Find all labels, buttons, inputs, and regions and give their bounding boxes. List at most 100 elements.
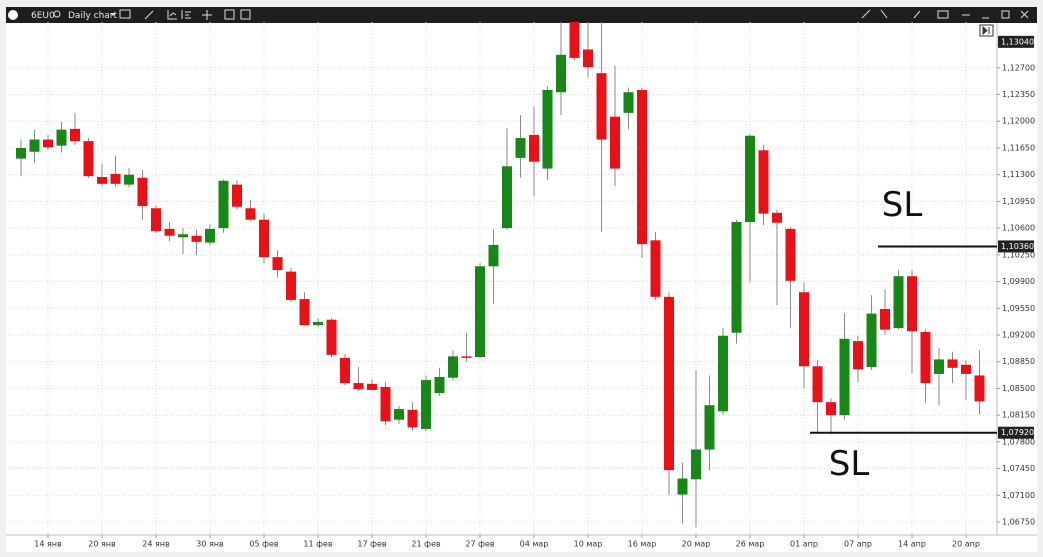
- candle-body: [745, 135, 755, 223]
- candle-body: [245, 208, 256, 220]
- y-tick-label: 1,09900: [1002, 277, 1035, 286]
- x-tick-label: 10 мар: [574, 540, 603, 549]
- candle-body: [718, 335, 728, 412]
- y-tick-label: 1,07450: [1002, 464, 1035, 473]
- candle-body: [16, 147, 26, 159]
- level-text: SL: [829, 444, 870, 484]
- level-price-box: [998, 426, 1034, 439]
- candle-body: [137, 177, 148, 206]
- scroll-end-button[interactable]: [979, 24, 994, 37]
- candle-body: [542, 89, 553, 169]
- candle-body: [461, 356, 472, 358]
- candle-body: [569, 22, 580, 58]
- x-tick-label: 20 янв: [88, 540, 116, 549]
- level-price-box: [998, 240, 1034, 253]
- candle-body: [839, 338, 850, 416]
- x-tick-label: 16 мар: [628, 540, 657, 549]
- candle-body: [164, 228, 175, 236]
- y-tick-label: 1,10600: [1002, 224, 1035, 233]
- candle-body: [151, 208, 161, 232]
- candle-body: [502, 166, 512, 229]
- x-tick-label: 05 фев: [249, 540, 278, 549]
- candle-body: [556, 54, 566, 93]
- candle-body: [920, 331, 931, 384]
- candle-body: [610, 116, 620, 169]
- candle-body: [731, 222, 742, 333]
- candle-body: [853, 341, 863, 370]
- candle-body: [56, 129, 67, 146]
- candle-body: [799, 292, 809, 367]
- toolbar: [6, 7, 1037, 23]
- candle-body: [380, 386, 391, 422]
- candle-body: [475, 266, 485, 358]
- candle-body: [664, 296, 674, 471]
- candle-body: [43, 139, 53, 148]
- y-tick-label: 1,10250: [1002, 250, 1035, 259]
- candle-body: [866, 313, 877, 368]
- candle-body: [637, 89, 647, 245]
- symbol[interactable]: 6EU0: [31, 11, 55, 21]
- search-icon[interactable]: [53, 10, 61, 18]
- x-tick-label: 01 апр: [790, 540, 818, 549]
- y-tick-label: 1,09200: [1002, 330, 1035, 339]
- candle-body: [83, 141, 94, 177]
- candle-body: [178, 234, 188, 238]
- candle-body: [974, 375, 985, 402]
- x-tick-label: 11 фев: [303, 540, 332, 549]
- candle-body: [934, 359, 944, 374]
- price-marker-box: [998, 35, 1034, 48]
- candle-body: [124, 174, 134, 185]
- dropdown[interactable]: [110, 13, 116, 16]
- candle-body: [259, 219, 269, 258]
- y-tick-label: 1,08500: [1002, 384, 1035, 393]
- candle-body: [758, 150, 769, 214]
- y-tick-label: 1,06750: [1002, 518, 1035, 527]
- candle-body: [947, 359, 958, 368]
- candle-body: [340, 357, 350, 384]
- x-tick-label: 26 мар: [736, 540, 765, 549]
- candle-body: [394, 409, 404, 420]
- x-tick-label: 24 янв: [142, 540, 170, 549]
- candle-body: [677, 478, 688, 495]
- level-price-label: 1,07920: [1001, 428, 1034, 437]
- y-tick-label: 1,08150: [1002, 411, 1035, 420]
- y-tick-label: 1,08850: [1002, 357, 1035, 366]
- x-tick-label: 27 фев: [465, 540, 494, 549]
- candle-body: [650, 240, 661, 297]
- candle-body: [434, 376, 445, 394]
- x-tick-label: 20 апр: [952, 540, 980, 549]
- x-tick-label: 17 фев: [357, 540, 386, 549]
- y-tick-label: 1,12350: [1002, 90, 1035, 99]
- y-tick-label: 1,09550: [1002, 304, 1035, 313]
- candle-body: [907, 276, 917, 332]
- level-text: SL: [882, 185, 923, 225]
- candle-body: [97, 176, 107, 184]
- candle-body: [326, 319, 337, 355]
- y-tick-label: 1,11650: [1002, 143, 1035, 152]
- candle-body: [826, 402, 836, 416]
- candle-body: [367, 383, 377, 390]
- candle-body: [313, 322, 323, 326]
- candle-body: [812, 366, 823, 403]
- candle-body: [704, 405, 715, 450]
- candle-body: [623, 92, 634, 113]
- chart-period[interactable]: Daily chart: [68, 11, 118, 21]
- candle-body: [488, 244, 499, 267]
- candle-body: [691, 449, 701, 480]
- candle-body: [299, 299, 310, 326]
- x-tick-label: 30 янв: [196, 540, 224, 549]
- candle-body: [893, 276, 904, 329]
- logo[interactable]: [8, 10, 18, 20]
- candle-body: [596, 73, 607, 140]
- candle-body: [232, 184, 242, 207]
- y-tick-label: 1,11300: [1002, 170, 1035, 179]
- toolbar-icons[interactable]: [119, 9, 1029, 20]
- candle-body: [205, 228, 215, 243]
- x-tick-label: 04 мар: [520, 540, 549, 549]
- x-tick-label: 21 фев: [411, 540, 440, 549]
- candle-body: [529, 134, 539, 162]
- x-tick-label: 14 апр: [898, 540, 926, 549]
- candle-body: [583, 49, 593, 68]
- chart-area: [6, 23, 1037, 552]
